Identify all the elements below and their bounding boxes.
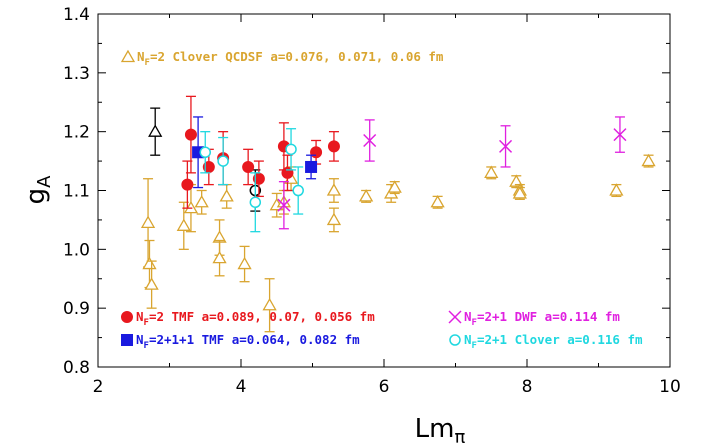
data-point (142, 256, 157, 270)
y-tick-label: 1.1 (63, 182, 90, 202)
axis-ticks: 2 4 6 8 10 0.8 0.9 1.0 1.1 1.2 1.3 1.4 (63, 5, 681, 397)
data-point (310, 146, 323, 159)
x-tick-label: 4 (236, 377, 247, 397)
x-tick-label: 2 (93, 377, 104, 397)
data-point (262, 297, 277, 311)
data-point (217, 155, 229, 167)
data-point (181, 178, 194, 191)
y-tick-label: 0.9 (63, 299, 90, 319)
data-point (194, 194, 209, 208)
data-point (326, 183, 342, 196)
data-point (363, 133, 377, 148)
data-point (641, 153, 656, 167)
legend: NF=2 Clover QCDSF a=0.076, 0.071, 0.06 f… (120, 49, 643, 351)
data-point (285, 143, 297, 156)
data-point (509, 174, 524, 187)
data-point (199, 146, 211, 159)
x-tick-label: 10 (659, 377, 681, 397)
data-point (212, 250, 227, 264)
x-axis-title: Lmπ (415, 414, 466, 446)
legend-marker (120, 49, 136, 63)
data-point (219, 189, 234, 202)
y-tick-label: 1.4 (63, 5, 90, 25)
data-point (613, 128, 627, 142)
data-point (430, 194, 445, 208)
legend-marker (121, 311, 133, 323)
legend-label: NF=2+1+1 TMF a=0.064, 0.082 fm (136, 332, 360, 351)
x-tick-label: 8 (522, 377, 533, 397)
x-tick-label: 6 (379, 377, 390, 397)
data-point (144, 277, 159, 290)
data-point (140, 215, 156, 229)
y-axis-title: gA (21, 175, 55, 205)
data-point (387, 180, 402, 193)
legend-label: NF=2+1 DWF a=0.114 fm (464, 309, 620, 328)
data-point (609, 183, 624, 196)
data-point (237, 256, 252, 270)
legend-marker (449, 334, 461, 346)
y-tick-label: 1.0 (63, 240, 90, 260)
data-point (176, 218, 191, 231)
legend-label: NF=2+1 Clover a=0.116 fm (464, 332, 643, 351)
data-point (277, 198, 291, 212)
data-point (242, 160, 255, 173)
data-point (326, 212, 342, 226)
y-tick-label: 1.3 (63, 64, 90, 84)
data-point (184, 128, 197, 141)
data-point (499, 139, 513, 153)
legend-marker (448, 310, 462, 324)
legend-label: NF=2 Clover QCDSF a=0.076, 0.071, 0.06 f… (137, 49, 444, 68)
data-point (327, 140, 340, 153)
data-markers (140, 95, 656, 333)
legend-label: NF=2 TMF a=0.089, 0.07, 0.056 fm (136, 309, 375, 328)
data-point (148, 124, 163, 137)
y-tick-label: 0.8 (63, 358, 90, 378)
data-point (512, 186, 527, 199)
data-point (359, 189, 374, 202)
legend-marker (121, 334, 133, 346)
data-point (305, 160, 318, 173)
data-point (249, 196, 262, 209)
y-tick-label: 1.2 (63, 123, 90, 143)
data-point (292, 184, 304, 197)
data-point (484, 165, 499, 179)
